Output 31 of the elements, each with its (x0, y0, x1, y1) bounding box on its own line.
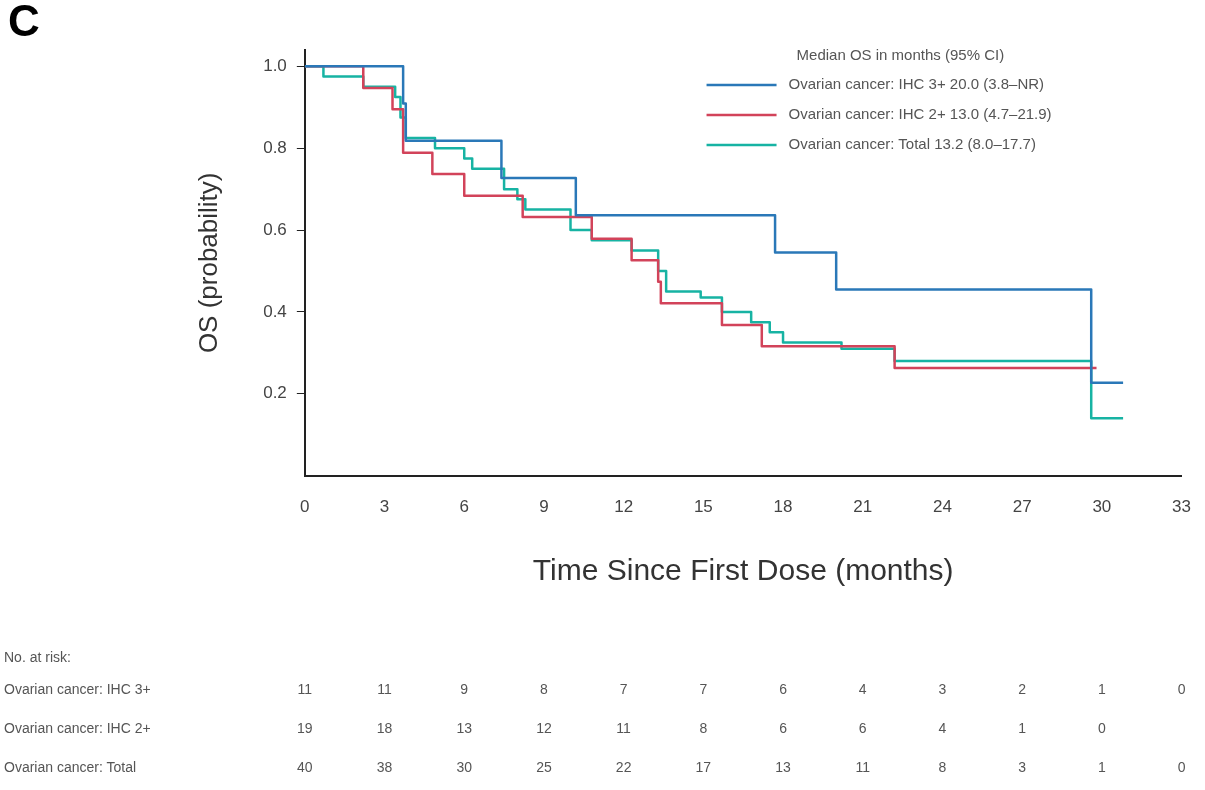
x-tick-label: 18 (773, 497, 793, 517)
x-tick-label: 15 (693, 497, 713, 517)
legend-label: Ovarian cancer: Total 13.2 (8.0–17.7) (788, 135, 1036, 153)
y-tick-label: 0.2 (263, 383, 287, 403)
x-tick-label: 24 (932, 497, 952, 517)
text: 11 11 9 8 7 7 6 4 3 2 1 0 (297, 680, 1186, 697)
chart-title: C (8, 0, 40, 46)
y-axis-title: OS (probability) (192, 172, 223, 354)
y-tick-label: 0.4 (263, 301, 287, 321)
x-tick-label: 3 (379, 497, 390, 517)
text: 19 18 13 12 11 8 6 6 4 1 0 (297, 719, 1106, 736)
legend-label: Ovarian cancer: IHC 2+ 13.0 (4.7–21.9) (788, 105, 1052, 123)
x-tick-label: 21 (853, 497, 873, 517)
legend-title: Median OS in months (95% CI) (796, 46, 1005, 64)
text: 40 38 30 25 22 17 13 11 8 3 1 0 (297, 758, 1186, 775)
text: No. at risk: (4, 648, 71, 665)
y-tick-label: 0.8 (263, 137, 287, 157)
text: Ovarian cancer: IHC 3+ (4, 680, 151, 697)
x-tick-label: 6 (459, 497, 469, 517)
text: Ovarian cancer: IHC 2+ (4, 719, 151, 736)
legend-label: Ovarian cancer: IHC 3+ 20.0 (3.8–NR) (788, 75, 1045, 93)
y-tick-label: 0.6 (263, 219, 287, 239)
x-tick-label: 27 (1012, 497, 1032, 517)
x-axis-title: Time Since First Dose (months) (532, 553, 954, 587)
text: Ovarian cancer: Total (4, 758, 137, 775)
x-tick-label: 0 (300, 497, 310, 517)
x-tick-label: 9 (539, 497, 549, 517)
x-tick-label: 12 (614, 497, 634, 517)
x-tick-label: 33 (1172, 497, 1192, 517)
x-tick-label: 30 (1092, 497, 1112, 517)
y-tick-label: 1.0 (263, 56, 287, 76)
